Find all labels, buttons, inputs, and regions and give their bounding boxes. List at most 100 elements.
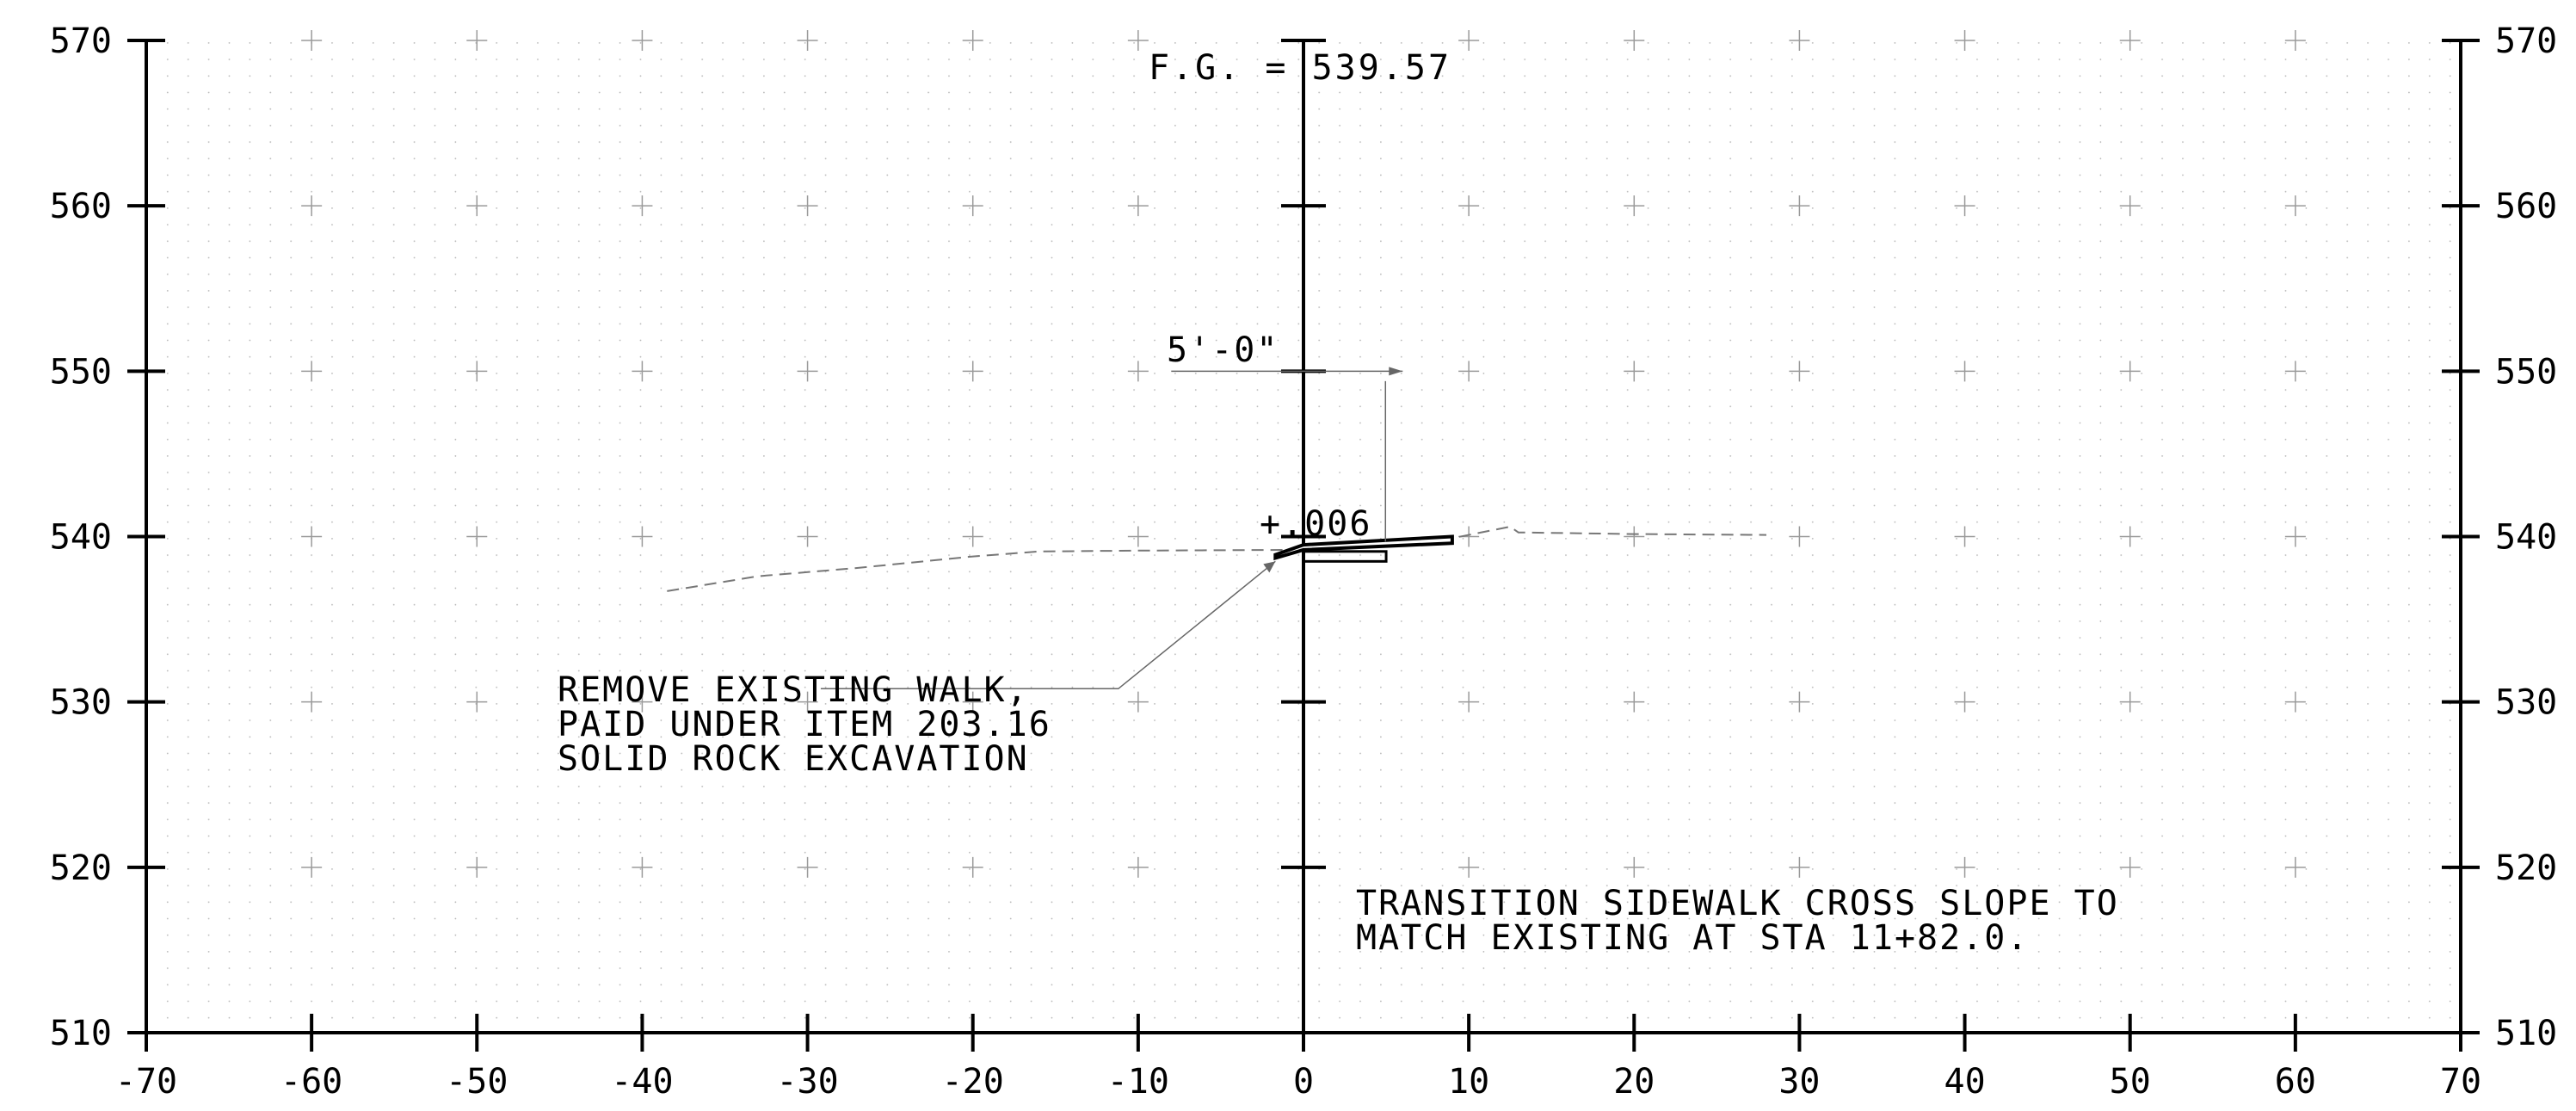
- grid-cross: [2119, 195, 2141, 217]
- grid-cross: [1458, 30, 1480, 51]
- remove-walk-note-line-3: SOLID ROCK EXCAVATION: [558, 739, 1029, 779]
- grid-cross: [2284, 691, 2306, 713]
- grid-cross: [2119, 856, 2141, 878]
- grid-cross: [466, 361, 488, 382]
- grid-cross: [2284, 526, 2306, 547]
- existing-walk-block: [1302, 550, 1388, 563]
- grid-cross: [466, 195, 488, 217]
- x-tick-label: -30: [776, 1062, 838, 1102]
- leader-arrowhead: [1263, 561, 1276, 573]
- y-tick-label-right: 550: [2495, 352, 2557, 392]
- grid-cross: [632, 361, 653, 382]
- grid-cross: [1789, 195, 1810, 217]
- grid-cross: [1954, 691, 1975, 713]
- grid-cross: [1954, 526, 1975, 547]
- x-tick-label: 40: [1944, 1062, 1985, 1102]
- grid-cross: [1458, 691, 1480, 713]
- grid-cross: [962, 526, 983, 547]
- grid-cross: [2284, 30, 2306, 51]
- grid-cross: [301, 30, 323, 51]
- remove-walk-note-line-2: PAID UNDER ITEM 203.16: [558, 705, 1051, 744]
- grid-cross: [962, 195, 983, 217]
- existing-ground-line: [667, 525, 1767, 592]
- x-tick-label: 70: [2440, 1062, 2481, 1102]
- grid-cross: [797, 361, 818, 382]
- grid-cross: [1954, 195, 1975, 217]
- grid-cross: [1954, 30, 1975, 51]
- grid-cross: [1458, 361, 1480, 382]
- grid-cross: [1624, 526, 1645, 547]
- grid-cross: [1127, 856, 1149, 878]
- x-tick-label: 20: [1613, 1062, 1655, 1102]
- grid-cross: [1789, 30, 1810, 51]
- y-tick-label-left: 530: [50, 683, 112, 723]
- grid-cross: [1789, 526, 1810, 547]
- grid-cross: [1458, 856, 1480, 878]
- grid-cross: [1127, 691, 1149, 713]
- x-tick-label: 10: [1448, 1062, 1489, 1102]
- x-tick-label: 50: [2110, 1062, 2151, 1102]
- grid-crosses: [301, 30, 2306, 878]
- grid-cross: [1624, 30, 1645, 51]
- y-tick-label-left: 550: [50, 352, 112, 392]
- dimension-arrow: [1389, 367, 1403, 376]
- grid-cross: [301, 856, 323, 878]
- grid-cross: [962, 691, 983, 713]
- x-tick-label: -50: [446, 1062, 508, 1102]
- grid-cross: [466, 856, 488, 878]
- y-tick-label-left: 520: [50, 849, 112, 888]
- transition-note-line-2: MATCH EXISTING AT STA 11+82.0.: [1356, 918, 2029, 958]
- transition-note: TRANSITION SIDEWALK CROSS SLOPE TO MATCH…: [1356, 884, 2142, 958]
- y-tick-label-right: 570: [2495, 22, 2557, 61]
- grid-cross: [466, 526, 488, 547]
- grid-cross: [1458, 195, 1480, 217]
- grid-cross: [2119, 30, 2141, 51]
- x-tick-label: -20: [942, 1062, 1004, 1102]
- grid-cross: [466, 691, 488, 713]
- grid-cross: [797, 30, 818, 51]
- proposed-sidewalk: [1273, 534, 1454, 561]
- slope-label: +.006: [1260, 504, 1371, 544]
- y-tick-label-right: 540: [2495, 518, 2557, 558]
- grid-cross: [1954, 361, 1975, 382]
- grid-cross: [2284, 361, 2306, 382]
- grid-cross: [1127, 30, 1149, 51]
- sidewalk-section: [1273, 534, 1454, 563]
- x-tick-labels: -70 -60 -50 -40 -30 -20 -10 0 10 20 30 40 50 60 70: [115, 1062, 2481, 1102]
- grid-cross: [797, 526, 818, 547]
- grid-cross: [1624, 361, 1645, 382]
- grid-cross: [962, 856, 983, 878]
- x-tick-label: 0: [1293, 1062, 1314, 1102]
- grid-cross: [632, 691, 653, 713]
- transition-note-line-1: TRANSITION SIDEWALK CROSS SLOPE TO: [1356, 884, 2119, 923]
- grid-cross: [1127, 526, 1149, 547]
- finished-grade-label: F.G. = 539.57: [1149, 48, 1451, 88]
- grid-cross: [301, 195, 323, 217]
- y-tick-label-left: 540: [50, 518, 112, 558]
- y-tick-label-right: 520: [2495, 849, 2557, 888]
- x-tick-label: -60: [280, 1062, 342, 1102]
- y-tick-label-right: 560: [2495, 187, 2557, 226]
- grid-cross: [1954, 856, 1975, 878]
- grid-cross: [797, 195, 818, 217]
- grid-cross: [1624, 195, 1645, 217]
- y-tick-label-right: 510: [2495, 1014, 2557, 1053]
- y-tick-label-left: 570: [50, 22, 112, 61]
- x-tick-label: -10: [1107, 1062, 1169, 1102]
- grid-cross: [1127, 361, 1149, 382]
- grid-cross: [301, 691, 323, 713]
- y-tick-label-left: 560: [50, 187, 112, 226]
- grid-cross: [301, 526, 323, 547]
- annotations: [820, 367, 1403, 690]
- grid-cross: [632, 856, 653, 878]
- axes: [127, 39, 2480, 1052]
- grid-cross: [632, 526, 653, 547]
- grid-cross: [797, 691, 818, 713]
- grid-cross: [466, 30, 488, 51]
- grid-cross: [962, 361, 983, 382]
- grid-cross: [1127, 195, 1149, 217]
- grid-cross: [962, 30, 983, 51]
- dimension-label: 5'-0": [1167, 330, 1279, 370]
- remove-walk-note-line-1: REMOVE EXISTING WALK,: [558, 670, 1029, 710]
